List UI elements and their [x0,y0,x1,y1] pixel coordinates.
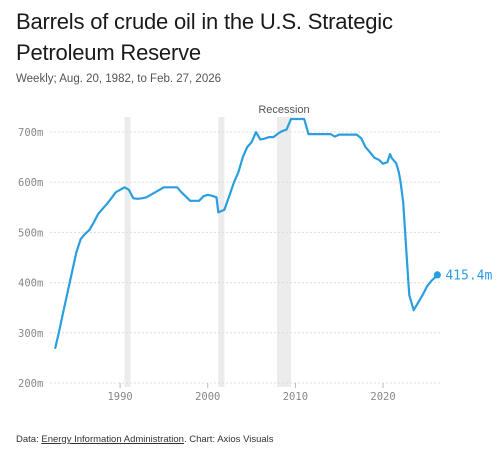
x-tick-label: 1990 [107,391,132,403]
recession-label: Recession [258,104,309,116]
recession-shading: Recession [124,104,310,387]
x-tick-label: 2020 [370,391,395,403]
y-tick-label: 300m [18,328,43,340]
y-tick-label: 600m [18,177,43,189]
chart-subtitle: Weekly; Aug. 20, 1982, to Feb. 27, 2026 [16,73,222,85]
recession-band [218,117,225,387]
source-note: Data: Energy Information Administration.… [16,434,274,445]
chart-title: Barrels of crude oil in the U.S. Strateg… [16,9,393,65]
series-line [54,117,439,349]
end-point-marker [433,271,441,279]
y-tick-label: 400m [18,278,43,290]
x-axis-ticks: 1990 2000 2010 2020 [107,383,396,403]
x-tick-label: 2010 [283,391,308,403]
x-tick-label: 2000 [195,391,220,403]
y-tick-label: 200m [18,378,43,390]
recession-band [276,117,292,387]
y-tick-label: 700m [18,127,43,139]
source-prefix: Data: [16,434,42,445]
source-link[interactable]: Energy Information Administration [41,434,184,445]
credit-text: . Chart: Axios Visuals [183,434,274,445]
recession-band [124,117,131,387]
y-axis-ticks: 200m 300m 400m 500m 600m 700m [18,127,43,390]
y-tick-label: 500m [18,227,43,239]
gridlines [50,131,440,384]
end-value-label: 415.4m [445,268,492,283]
